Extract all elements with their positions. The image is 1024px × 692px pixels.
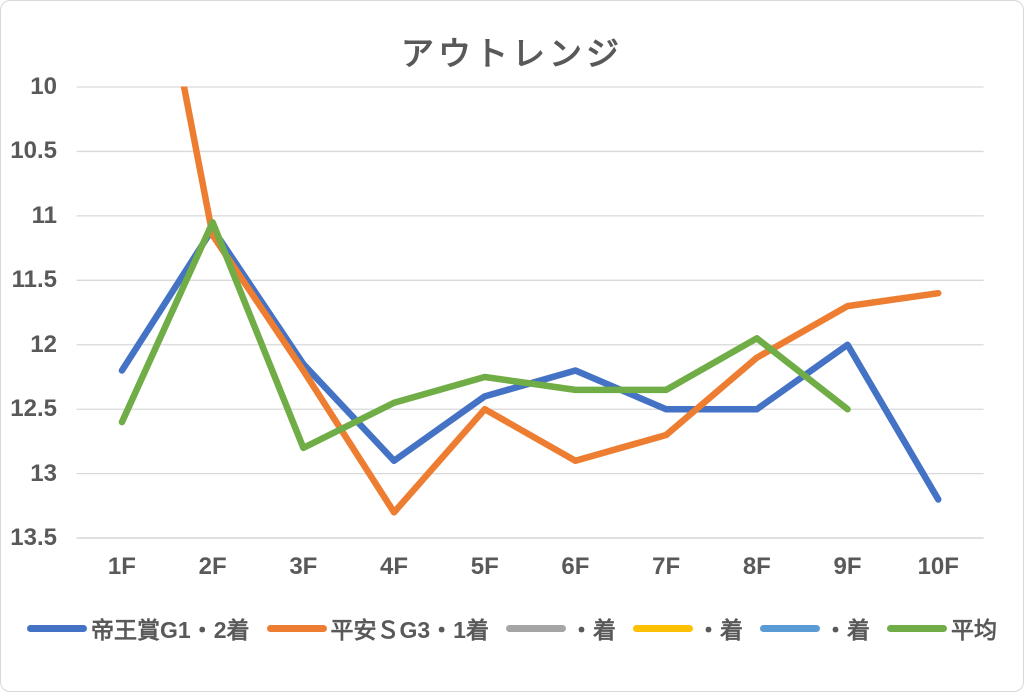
legend: 帝王賞G1・2着 平安ＳG3・1着 ・着 ・着 ・着 平均 [1,611,1023,645]
x-axis-tick: 7F [652,553,681,580]
gridlines [76,86,984,539]
legend-item: ・着 [632,611,743,645]
y-axis-tick: 12.5 [10,395,57,423]
legend-swatch [886,624,947,632]
series-lines [118,86,942,516]
x-axis-tick: 3F [289,553,318,580]
x-axis-tick: 8F [742,553,771,580]
x-axis-tick: 2F [198,553,227,580]
y-axis-tick: 10.5 [10,137,57,165]
legend-item: ・着 [759,611,870,645]
legend-label: ・着 [823,617,870,643]
y-axis-tick: 13 [30,459,57,487]
y-axis-tick: 12 [30,330,57,358]
legend-label: ・着 [696,617,743,643]
legend-swatch [759,624,820,632]
chart-title: アウトレンジ [401,35,623,72]
x-axis-tick: 9F [833,553,862,580]
legend-swatch [505,624,566,632]
x-axis-tick: 1F [107,553,136,580]
legend-label: 帝王賞G1・2着 [91,617,250,643]
legend-swatch [632,624,693,632]
x-axis-tick: 10F [917,553,959,580]
y-axis-tick: 11.5 [11,266,57,294]
y-axis-tick: 11 [31,201,57,229]
legend-label: 平安ＳG3・1着 [330,617,489,643]
series-line [118,225,942,503]
legend-item: 平安ＳG3・1着 [266,611,489,645]
legend-item: 帝王賞G1・2着 [27,611,250,645]
legend-swatch [266,624,327,632]
legend-item: ・着 [505,611,616,645]
y-axis-tick: 10 [30,73,57,100]
series-line [180,86,942,516]
x-axis-tick: 5F [470,553,499,580]
x-axis-tick: 6F [561,553,590,580]
legend-label: ・着 [569,617,616,643]
x-axis-tick: 4F [380,553,409,580]
legend-item: 平均 [886,611,997,645]
legend-swatch [27,624,88,632]
y-axis-tick: 13.5 [10,524,57,552]
legend-label: 平均 [950,617,997,643]
series-line [118,219,851,452]
